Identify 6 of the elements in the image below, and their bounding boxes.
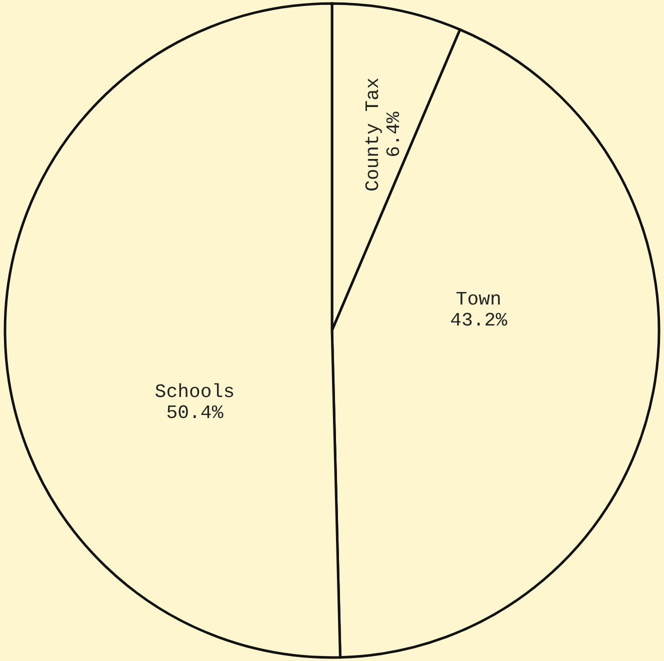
slice-label: County Tax (362, 78, 384, 192)
data-label: 43.2% (450, 310, 508, 332)
slice-label: Schools (154, 380, 235, 403)
data-label: 6.4% (382, 111, 405, 158)
slice-label: Town (456, 288, 502, 311)
data-label: 50.4% (166, 402, 224, 424)
